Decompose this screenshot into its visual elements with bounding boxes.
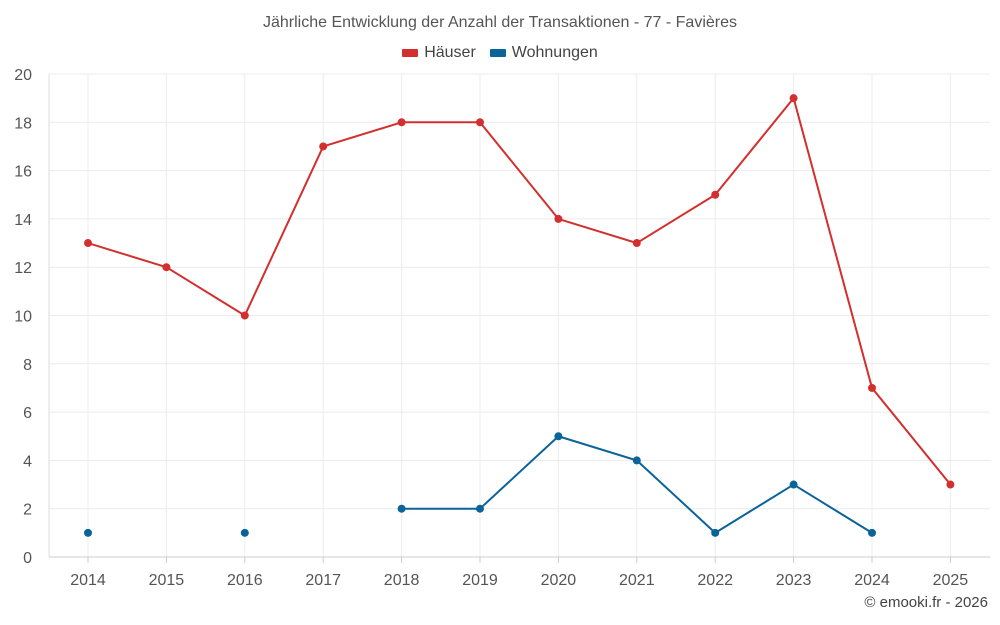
- y-tick-label: 10: [14, 309, 32, 326]
- data-point-houses[interactable]: [240, 311, 249, 320]
- y-tick-label: 20: [14, 67, 32, 84]
- data-point-houses[interactable]: [632, 239, 641, 248]
- x-tick-label: 2014: [70, 572, 106, 589]
- data-point-apartments[interactable]: [476, 504, 484, 513]
- y-tick-label: 16: [14, 164, 32, 181]
- y-tick-label: 2: [23, 502, 32, 519]
- axes: [48, 74, 990, 563]
- data-point-apartments[interactable]: [632, 456, 641, 465]
- x-tick-label: 2023: [776, 572, 812, 589]
- legend-swatch-houses: [402, 49, 419, 57]
- data-point-houses[interactable]: [789, 94, 798, 103]
- x-tick-label: 2025: [933, 572, 969, 589]
- data-point-houses[interactable]: [84, 239, 92, 248]
- y-tick-label: 4: [23, 453, 32, 470]
- series-line-houses: [87, 97, 952, 486]
- data-point-houses[interactable]: [476, 118, 484, 127]
- x-tick-label: 2016: [227, 572, 263, 589]
- data-point-houses[interactable]: [711, 190, 720, 199]
- data-point-houses[interactable]: [162, 263, 171, 272]
- data-point-apartments[interactable]: [711, 528, 720, 537]
- y-tick-label: 12: [14, 260, 32, 277]
- y-axis-ticks: 0 2 4 6 8 10 12 14 16 18 20: [14, 67, 32, 567]
- x-tick-label: 2017: [305, 572, 341, 589]
- data-point-apartments[interactable]: [240, 528, 249, 537]
- x-tick-label: 2019: [462, 572, 498, 589]
- data-point-houses[interactable]: [868, 383, 876, 392]
- data-point-houses[interactable]: [397, 118, 406, 127]
- x-tick-label: 2024: [854, 572, 890, 589]
- y-tick-label: 0: [23, 550, 32, 567]
- legend-item-apartments[interactable]: Wohnungen: [489, 44, 598, 62]
- chart-title: Jährliche Entwicklung der Anzahl der Tra…: [262, 14, 737, 31]
- data-point-apartments[interactable]: [868, 528, 876, 537]
- x-tick-label: 2015: [149, 572, 185, 589]
- legend-label-apartments: Wohnungen: [511, 44, 598, 61]
- x-tick-label: 2018: [384, 572, 420, 589]
- x-tick-label: 2020: [541, 572, 577, 589]
- grid: [49, 73, 990, 557]
- legend-swatch-apartments: [489, 49, 506, 57]
- data-point-apartments[interactable]: [789, 480, 798, 489]
- series-points: [84, 94, 955, 537]
- data-point-houses[interactable]: [554, 214, 563, 223]
- data-point-houses[interactable]: [946, 480, 955, 489]
- data-point-apartments[interactable]: [84, 528, 92, 537]
- x-axis-ticks: 2014 2015 2016 2017 2018 2019 2020 2021 2022 2023…: [70, 572, 968, 589]
- y-tick-label: 8: [23, 357, 32, 374]
- legend: Häuser Wohnungen: [0, 44, 1000, 62]
- x-tick-label: 2021: [619, 572, 655, 589]
- x-tick-label: 2022: [697, 572, 733, 589]
- data-point-houses[interactable]: [319, 142, 328, 151]
- y-tick-label: 6: [23, 405, 32, 422]
- legend-item-houses[interactable]: Häuser: [402, 44, 476, 62]
- legend-label-houses: Häuser: [424, 44, 476, 61]
- y-tick-label: 14: [14, 212, 32, 229]
- credit-text: © emooki.fr - 2026: [864, 594, 988, 611]
- data-point-apartments[interactable]: [554, 432, 563, 441]
- y-tick-label: 18: [14, 115, 32, 132]
- data-point-apartments[interactable]: [397, 504, 406, 513]
